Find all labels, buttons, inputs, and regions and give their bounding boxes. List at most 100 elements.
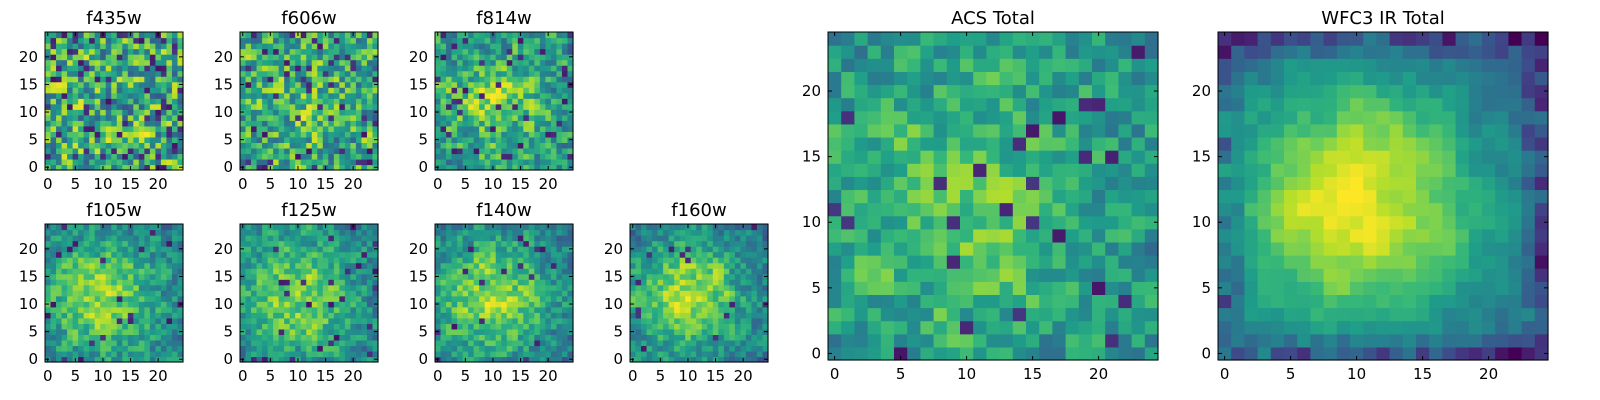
heatmap-cell — [72, 37, 79, 44]
heatmap-cell — [999, 202, 1014, 217]
heatmap-cell — [45, 65, 52, 72]
heatmap-cell — [361, 317, 368, 324]
heatmap-cell — [127, 43, 134, 50]
heatmap-cell — [745, 312, 753, 319]
heatmap-cell — [690, 229, 697, 236]
heatmap-cell — [440, 262, 447, 269]
heatmap-cell — [149, 76, 156, 83]
heatmap-cell — [284, 350, 291, 358]
heatmap-cell — [251, 136, 258, 143]
heatmap-cell — [166, 43, 173, 50]
heatmap-cell — [679, 306, 686, 313]
heatmap-cell — [506, 295, 513, 302]
heatmap-cell — [111, 120, 118, 127]
heatmap-cell — [177, 345, 184, 352]
heatmap-cell — [245, 70, 252, 77]
heatmap-cell — [446, 87, 453, 94]
heatmap-cell — [567, 32, 574, 39]
heatmap-cell — [1012, 268, 1027, 282]
heatmap-cell — [284, 98, 291, 105]
heatmap-cell — [306, 120, 313, 127]
heatmap-cell — [734, 246, 741, 253]
heatmap-cell — [361, 59, 368, 66]
heatmap-cell — [880, 255, 895, 269]
heatmap-cell — [133, 312, 140, 319]
heatmap-cell — [451, 131, 458, 138]
heatmap-cell — [300, 235, 307, 242]
heatmap-cell — [468, 312, 475, 319]
heatmap-cell — [83, 65, 90, 72]
heatmap-cell — [641, 246, 648, 253]
heatmap-cell — [166, 98, 173, 105]
heatmap-cell — [289, 147, 296, 155]
heatmap-cell — [67, 251, 74, 258]
heatmap-cell — [111, 37, 118, 44]
heatmap-cell — [122, 125, 129, 132]
heatmap-cell — [339, 290, 346, 297]
heatmap-cell — [171, 87, 179, 94]
heatmap-cell — [350, 262, 357, 269]
heatmap-cell — [355, 125, 363, 132]
heatmap-cell — [679, 301, 686, 308]
heatmap-cell — [523, 48, 530, 55]
heatmap-cell — [462, 323, 469, 330]
heatmap-cell — [284, 284, 291, 291]
heatmap-cell — [756, 273, 764, 280]
heatmap-cell — [1092, 346, 1106, 361]
heatmap-cell — [854, 294, 869, 309]
heatmap-cell — [133, 54, 140, 61]
heatmap-cell — [122, 103, 129, 110]
heatmap-cell — [339, 120, 346, 127]
heatmap-cell — [155, 284, 162, 291]
heatmap-cell — [45, 59, 52, 66]
heatmap-cell — [273, 131, 280, 138]
heatmap-cell — [245, 92, 252, 99]
heatmap-cell — [56, 92, 63, 99]
heatmap-cell — [679, 224, 686, 231]
heatmap-cell — [111, 32, 118, 39]
heatmap-cell — [100, 98, 107, 105]
heatmap-cell — [138, 131, 145, 138]
heatmap-cell — [138, 279, 145, 286]
heatmap-cell — [67, 164, 74, 171]
heatmap-cell — [262, 339, 269, 347]
heatmap-cell — [457, 92, 464, 99]
heatmap-cell — [1052, 294, 1067, 309]
heatmap-cell — [646, 356, 653, 363]
heatmap-cell — [138, 262, 145, 269]
heatmap-cell — [473, 136, 480, 143]
heatmap-cell — [72, 334, 79, 341]
heatmap-cell — [1118, 294, 1133, 309]
heatmap-cell — [245, 323, 252, 330]
heatmap-cell — [446, 59, 453, 66]
heatmap-cell — [122, 54, 129, 61]
heatmap-cell — [490, 235, 497, 242]
y-tick-label: 10 — [409, 295, 428, 313]
heatmap-cell — [451, 48, 458, 55]
heatmap-cell — [545, 334, 552, 341]
heatmap-cell — [72, 109, 79, 116]
heatmap-cell — [867, 333, 882, 348]
heatmap-cell — [133, 301, 140, 308]
heatmap-cell — [289, 54, 296, 61]
heatmap-cell — [630, 350, 637, 358]
heatmap-cell — [1012, 163, 1027, 177]
heatmap-cell — [366, 65, 374, 72]
heatmap-cell — [652, 323, 659, 330]
heatmap-cell — [490, 290, 497, 297]
heatmap-cell — [166, 153, 173, 160]
heatmap-cell — [960, 228, 974, 243]
heatmap-cell — [550, 164, 558, 171]
heatmap-cell — [446, 284, 453, 291]
heatmap-cell — [344, 229, 351, 236]
heatmap-cell — [451, 136, 458, 143]
heatmap-cell — [333, 59, 340, 66]
heatmap-cell — [561, 87, 569, 94]
heatmap-cell — [83, 301, 90, 308]
heatmap-cell — [240, 240, 247, 247]
heatmap-cell — [262, 262, 269, 269]
heatmap-cell — [72, 114, 79, 121]
heatmap-cell — [245, 120, 252, 127]
heatmap-cell — [155, 251, 162, 258]
heatmap-cell — [446, 339, 453, 347]
